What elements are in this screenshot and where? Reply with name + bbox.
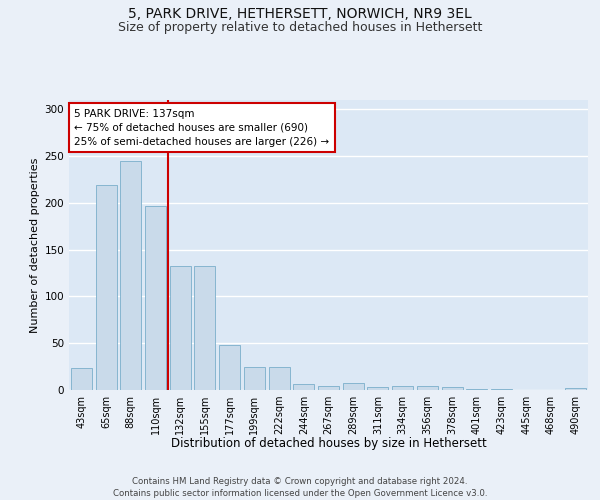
Text: 5 PARK DRIVE: 137sqm
← 75% of detached houses are smaller (690)
25% of semi-deta: 5 PARK DRIVE: 137sqm ← 75% of detached h… bbox=[74, 108, 329, 146]
Bar bbox=[442, 387, 463, 390]
Bar bbox=[95, 185, 116, 390]
Bar bbox=[269, 366, 290, 390]
Bar bbox=[466, 389, 487, 390]
Bar bbox=[491, 389, 512, 390]
Bar bbox=[293, 384, 314, 390]
Bar bbox=[170, 266, 191, 390]
Bar bbox=[219, 345, 240, 390]
Bar bbox=[244, 366, 265, 390]
Bar bbox=[417, 386, 438, 390]
Bar bbox=[565, 388, 586, 390]
Text: 5, PARK DRIVE, HETHERSETT, NORWICH, NR9 3EL: 5, PARK DRIVE, HETHERSETT, NORWICH, NR9 … bbox=[128, 8, 472, 22]
X-axis label: Distribution of detached houses by size in Hethersett: Distribution of detached houses by size … bbox=[170, 437, 487, 450]
Bar bbox=[367, 387, 388, 390]
Bar bbox=[194, 266, 215, 390]
Text: Size of property relative to detached houses in Hethersett: Size of property relative to detached ho… bbox=[118, 21, 482, 34]
Bar bbox=[120, 161, 141, 390]
Bar bbox=[343, 384, 364, 390]
Bar bbox=[71, 368, 92, 390]
Bar bbox=[392, 386, 413, 390]
Text: Contains HM Land Registry data © Crown copyright and database right 2024.
Contai: Contains HM Land Registry data © Crown c… bbox=[113, 476, 487, 498]
Bar bbox=[145, 206, 166, 390]
Bar bbox=[318, 386, 339, 390]
Y-axis label: Number of detached properties: Number of detached properties bbox=[30, 158, 40, 332]
